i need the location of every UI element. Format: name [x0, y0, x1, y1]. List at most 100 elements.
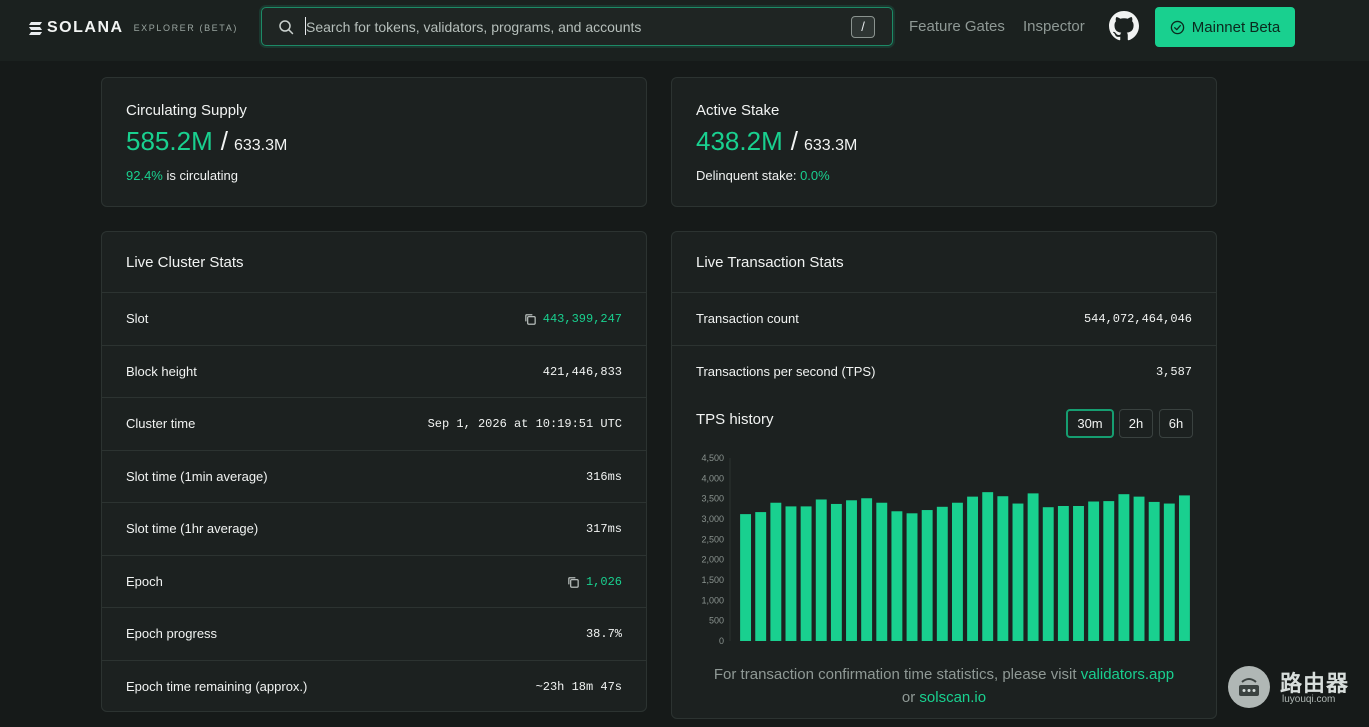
stat-label: Epoch	[126, 574, 163, 589]
stat-label: Transaction count	[696, 311, 799, 326]
solana-logo[interactable]: SOLANA EXPLORER (BETA)	[28, 17, 238, 39]
stat-row-block-height: Block height 421,446,833	[102, 345, 646, 397]
stat-row-slot-time-1min: Slot time (1min average) 316ms	[102, 450, 646, 502]
active-stake-value: 438.2M / 633.3M	[696, 126, 857, 157]
text-caret	[305, 17, 306, 35]
check-circle-icon	[1170, 20, 1185, 34]
range-6h-button[interactable]: 6h	[1159, 409, 1193, 438]
tps-bar[interactable]	[1057, 505, 1069, 641]
tps-bar[interactable]	[1042, 507, 1054, 641]
tps-bar[interactable]	[1103, 501, 1115, 641]
tps-bar[interactable]	[906, 513, 918, 641]
search-box[interactable]: /	[261, 7, 893, 46]
tps-bar[interactable]	[800, 506, 812, 641]
transaction-stats-title: Live Transaction Stats	[696, 254, 844, 271]
epoch-remaining-value: ~23h 18m 47s	[535, 680, 622, 694]
circulating-supply-value: 585.2M / 633.3M	[126, 126, 287, 157]
validators-app-link[interactable]: validators.app	[1080, 666, 1175, 683]
tps-bar[interactable]	[861, 498, 873, 641]
y-tick-label: 500	[709, 616, 724, 626]
tps-bar[interactable]	[846, 500, 857, 641]
supply-pct-suffix: is circulating	[162, 168, 239, 183]
y-tick-label: 1,500	[701, 575, 724, 585]
logo-text: SOLANA	[47, 19, 124, 36]
tps-bar[interactable]	[815, 499, 827, 641]
tps-bar[interactable]	[876, 502, 888, 641]
tps-bar[interactable]	[921, 510, 933, 641]
stat-row-transaction-count: Transaction count 544,072,464,046	[672, 292, 1216, 345]
active-stake-card: Active Stake 438.2M / 633.3M Delinquent …	[671, 77, 1217, 207]
tps-bar[interactable]	[936, 506, 948, 641]
slot-value[interactable]: 443,399,247	[542, 312, 622, 326]
solana-mark-icon	[28, 21, 43, 35]
tps-bar[interactable]	[830, 503, 842, 641]
range-30m-button[interactable]: 30m	[1066, 409, 1114, 438]
tps-bar[interactable]	[1133, 496, 1145, 641]
tps-bar[interactable]	[891, 511, 903, 641]
block-height-value: 421,446,833	[542, 365, 622, 379]
network-selector-button[interactable]: Mainnet Beta	[1155, 7, 1295, 47]
watermark-en: luyouqi.com	[1282, 694, 1336, 705]
stake-total: 633.3M	[803, 137, 858, 154]
tps-history-chart: 4,500 4,000 3,500 3,000 2,500 2,000 1,500 1,000…	[701, 453, 1190, 646]
stat-row-tps: Transactions per second (TPS) 3,587	[672, 345, 1216, 397]
note-text: For transaction confirmation time statis…	[713, 666, 1081, 683]
tps-bar[interactable]	[1118, 494, 1130, 641]
nav-feature-gates[interactable]: Feature Gates	[909, 18, 1005, 35]
stat-row-epoch: Epoch 1,026	[102, 555, 646, 607]
supply-slash: /	[220, 126, 228, 156]
tps-bar[interactable]	[1178, 495, 1190, 641]
stake-slash: /	[790, 126, 798, 156]
solscan-link[interactable]: solscan.io	[919, 689, 987, 706]
tps-bar[interactable]	[1073, 505, 1084, 641]
search-input[interactable]	[306, 16, 846, 38]
tps-bar[interactable]	[740, 514, 752, 641]
epoch-value[interactable]: 1,026	[585, 575, 622, 589]
tps-bar[interactable]	[951, 502, 963, 641]
y-tick-label: 1,000	[701, 595, 724, 605]
tps-bar[interactable]	[967, 496, 979, 641]
search-shortcut-key: /	[851, 16, 875, 38]
tps-bar[interactable]	[1088, 501, 1100, 641]
router-logo-icon	[1228, 666, 1270, 708]
tps-bar[interactable]	[997, 496, 1009, 641]
epoch-link[interactable]: 1,026	[567, 575, 622, 589]
slot-time-1hr-value: 317ms	[585, 522, 622, 536]
delinquent-value: 0.0%	[800, 168, 830, 183]
nav-inspector[interactable]: Inspector	[1023, 18, 1085, 35]
stat-label: Slot time (1min average)	[126, 469, 268, 484]
y-tick-label: 2,500	[701, 534, 724, 544]
circulating-supply-card: Circulating Supply 585.2M / 633.3M 92.4%…	[101, 77, 647, 207]
circulating-percentage: 92.4% is circulating	[126, 168, 238, 183]
tps-bar[interactable]	[1148, 501, 1160, 641]
stat-row-epoch-progress: Epoch progress 38.7%	[102, 607, 646, 660]
slot-link[interactable]: 443,399,247	[524, 312, 622, 326]
copy-icon[interactable]	[524, 313, 537, 326]
top-navbar: SOLANA EXPLORER (BETA) / Feature Gates I…	[0, 0, 1369, 61]
cluster-stats-title: Live Cluster Stats	[126, 254, 244, 271]
active-stake-title: Active Stake	[696, 102, 780, 119]
copy-icon[interactable]	[567, 576, 580, 589]
tps-bar[interactable]	[982, 492, 994, 641]
tps-bar[interactable]	[770, 502, 782, 641]
tps-bar[interactable]	[1163, 503, 1175, 641]
stat-label: Epoch time remaining (approx.)	[126, 679, 308, 694]
tps-bar[interactable]	[1027, 493, 1039, 641]
stat-row-epoch-remaining: Epoch time remaining (approx.) ~23h 18m …	[102, 660, 646, 712]
confirmation-time-note: For transaction confirmation time statis…	[672, 663, 1216, 709]
stat-row-slot: Slot 443,399,247	[102, 292, 646, 345]
stat-row-slot-time-1hr: Slot time (1hr average) 317ms	[102, 502, 646, 555]
tps-value: 3,587	[1155, 365, 1192, 379]
github-icon[interactable]	[1109, 11, 1139, 41]
note-or: or	[901, 689, 920, 706]
tps-bar[interactable]	[785, 506, 797, 641]
supply-amount: 585.2M	[126, 126, 213, 156]
stat-label: Slot time (1hr average)	[126, 521, 259, 536]
slot-time-1min-value: 316ms	[585, 470, 622, 484]
tps-bar[interactable]	[755, 512, 767, 641]
supply-pct: 92.4%	[126, 168, 163, 183]
tps-bar[interactable]	[1012, 503, 1024, 641]
watermark: 路由器 luyouqi.com	[1228, 664, 1358, 712]
range-2h-button[interactable]: 2h	[1119, 409, 1153, 438]
y-tick-label: 2,000	[701, 555, 724, 565]
